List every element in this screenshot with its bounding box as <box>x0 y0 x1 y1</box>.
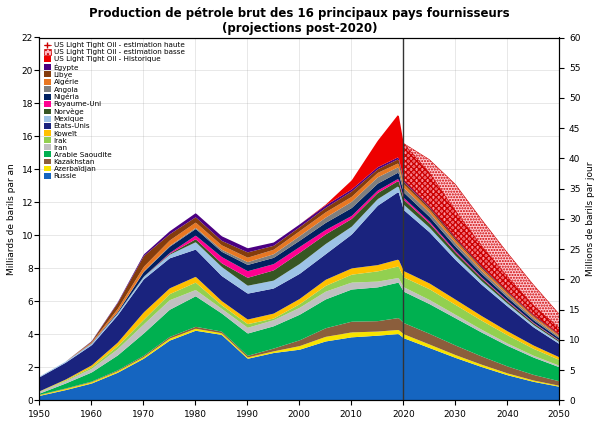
Legend: US Light Tight Oil - estimation haute, US Light Tight Oil - estimation basse, US: US Light Tight Oil - estimation haute, U… <box>43 41 185 180</box>
Y-axis label: Milliards de barils par an: Milliards de barils par an <box>7 163 16 275</box>
Title: Production de pétrole brut des 16 principaux pays fournisseurs
(projections post: Production de pétrole brut des 16 princi… <box>89 7 509 35</box>
Y-axis label: Millions de barils par jour: Millions de barils par jour <box>586 161 595 276</box>
